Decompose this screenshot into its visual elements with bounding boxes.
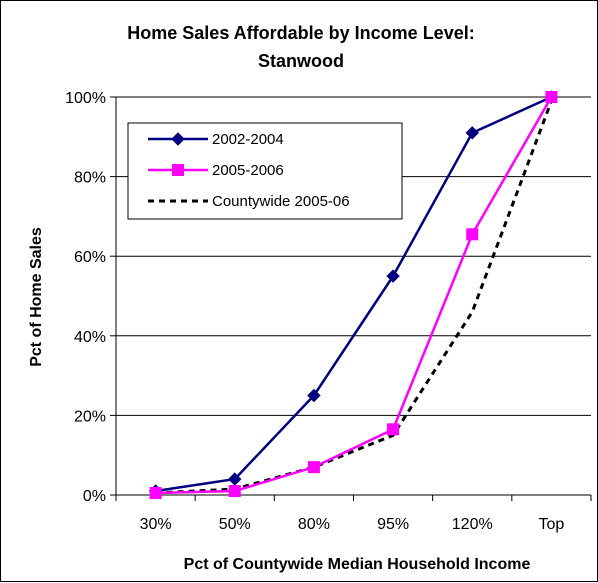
data-point (465, 126, 479, 140)
x-tick-label: Top (539, 516, 565, 533)
series-line (155, 96, 553, 495)
data-point (545, 91, 558, 103)
data-point (387, 423, 400, 436)
legend-label: Countywide 2005-06 (212, 193, 350, 210)
series-layer (148, 90, 559, 500)
y-axis-title: Pct of Home Sales (28, 227, 45, 367)
y-tick-label: 0% (83, 488, 106, 505)
y-tick-label: 20% (74, 408, 106, 425)
axes (110, 96, 592, 501)
series-line (155, 100, 553, 495)
legend-label: 2002-2004 (212, 131, 284, 148)
y-tick-label: 100% (65, 90, 106, 107)
tick-labels: 0% 20% 40% 60% 80% 100% 30% 50% 80% 95% 120% Top (65, 90, 564, 533)
data-point (466, 228, 479, 241)
x-tick-label: 50% (219, 516, 251, 533)
data-point (149, 487, 162, 500)
x-tick-label: 120% (452, 516, 493, 533)
series-2005-2006 (149, 91, 558, 500)
y-tick-label: 40% (74, 329, 106, 346)
y-tick-label: 80% (74, 170, 106, 187)
legend-marker (172, 164, 184, 176)
data-point (307, 461, 320, 474)
data-point (228, 485, 241, 498)
x-tick-label: 80% (298, 516, 330, 533)
y-tick-label: 60% (74, 249, 106, 266)
chart-subtitle: Stanwood (258, 51, 344, 71)
chart-title: Home Sales Affordable by Income Level: (127, 23, 474, 43)
legend-label: 2005-2006 (212, 162, 284, 179)
x-axis-title: Pct of Countywide Median Household Incom… (184, 556, 531, 573)
data-point (307, 388, 321, 403)
x-tick-label: 30% (140, 516, 172, 533)
x-tick-label: 95% (377, 516, 409, 533)
legend-marker (171, 132, 185, 146)
data-point (386, 269, 400, 283)
series-line (155, 95, 552, 493)
legend: 2002-2004 2005-2006 Countywide 2005-06 (127, 122, 403, 220)
series-Countywide 2005-06 (155, 100, 553, 495)
